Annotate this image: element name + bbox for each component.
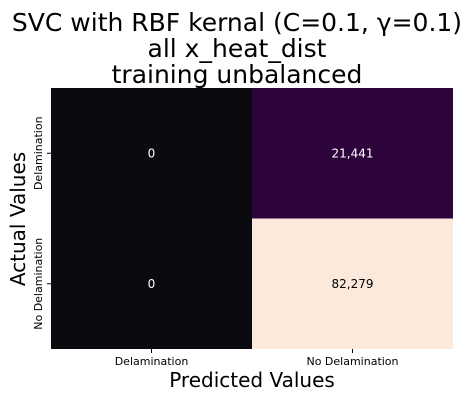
x-tick-labels: Delamination No Delamination bbox=[115, 349, 399, 368]
y-axis-label: Actual Values bbox=[6, 152, 30, 286]
heatmap-cells bbox=[51, 88, 453, 349]
cell-value-label: 21,441 bbox=[332, 146, 374, 160]
y-tick-labels: Delamination No Delamination bbox=[32, 116, 51, 330]
x-axis-label: Predicted Values bbox=[169, 368, 335, 392]
heatmap-cell-r0-c1 bbox=[252, 88, 453, 219]
x-tick-label: No Delamination bbox=[306, 355, 398, 368]
y-tick-label: No Delamination bbox=[32, 238, 45, 330]
heatmap-cell-r1-c1 bbox=[252, 218, 453, 349]
y-tick-label: Delamination bbox=[32, 116, 45, 190]
title-line-1: SVC with RBF kernal (C=0.1, γ=0.1) bbox=[12, 8, 462, 37]
heatmap-cell-r1-c0 bbox=[51, 218, 252, 349]
heatmap-cell-labels: 0 21,441 0 82,279 bbox=[148, 146, 374, 291]
heatmap-cell-r0-c0 bbox=[51, 88, 252, 219]
cell-value-label: 0 bbox=[148, 277, 156, 291]
title-line-2: all x_heat_dist bbox=[148, 34, 327, 63]
cell-value-label: 82,279 bbox=[332, 277, 374, 291]
chart-title: SVC with RBF kernal (C=0.1, γ=0.1) all x… bbox=[12, 8, 462, 89]
cell-value-label: 0 bbox=[148, 146, 156, 160]
title-line-3: training unbalanced bbox=[112, 60, 363, 89]
x-tick-label: Delamination bbox=[115, 355, 189, 368]
